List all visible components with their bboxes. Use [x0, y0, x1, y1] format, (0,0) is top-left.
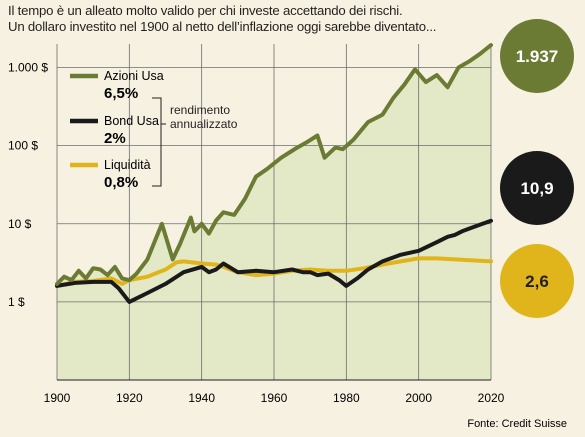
source-note: Fonte: Credit Suisse	[467, 418, 567, 430]
legend-item-bond: Bond Usa 2%	[70, 114, 159, 147]
y-axis-ticks: 1 $ 10 $ 100 $ 1.000 $	[8, 61, 48, 309]
series-lines	[55, 43, 493, 304]
legend-label-liquidita: Liquidità	[104, 158, 151, 172]
legend-rate-bond: 2%	[104, 130, 126, 147]
legend-bracket	[152, 97, 166, 187]
chart-subtitle: Un dollaro investito nel 1900 al netto d…	[8, 19, 437, 34]
legend-item-azioni: Azioni Usa 6,5%	[70, 69, 164, 102]
final-value-bubble-liquidita	[500, 244, 574, 318]
legend-note-box: rendimento annualizzato	[170, 103, 238, 131]
final-value-bubble-azioni	[500, 19, 574, 93]
x-tick-label: 1960	[261, 391, 288, 405]
final-value-azioni: 1.937	[516, 47, 559, 66]
y-tick-label: 1.000 $	[8, 61, 48, 75]
legend-label-azioni: Azioni Usa	[104, 69, 164, 83]
final-value-liquidita: 2,6	[525, 272, 549, 291]
final-value-bubbles: 1.937 10,9 2,6	[500, 19, 574, 318]
legend: Azioni Usa 6,5% Bond Usa 2% Liquidità 0,…	[70, 69, 238, 191]
grid-lines	[56, 44, 492, 381]
legend-note: rendimento annualizzato	[170, 103, 238, 131]
legend-rate-azioni: 6,5%	[104, 85, 138, 102]
chart-title-block: Il tempo è un alleato molto valido per c…	[8, 3, 478, 35]
final-value-bubble-bond	[500, 151, 574, 225]
y-tick-label: 10 $	[8, 217, 32, 231]
final-value-bond: 10,9	[520, 179, 553, 198]
legend-label-bond: Bond Usa	[104, 114, 159, 128]
chart-title: Il tempo è un alleato molto valido per c…	[8, 3, 403, 18]
series-line-liquidita	[55, 256, 493, 288]
x-tick-label: 2020	[478, 391, 505, 405]
series-line-bond	[55, 218, 493, 304]
x-tick-label: 2000	[405, 391, 432, 405]
x-tick-label: 1940	[188, 391, 215, 405]
series-line-azioni	[55, 43, 493, 286]
x-tick-label: 1900	[44, 391, 71, 405]
x-tick-label: 1920	[116, 391, 143, 405]
x-tick-label: 1980	[333, 391, 360, 405]
y-tick-label: 100 $	[8, 139, 38, 153]
legend-rate-liquidita: 0,8%	[104, 174, 138, 191]
y-tick-label: 1 $	[8, 295, 25, 309]
x-axis-ticks: 1900 1920 1940 1960 1980 2000 2020	[44, 391, 505, 405]
legend-item-liquidita: Liquidità 0,8%	[70, 158, 151, 191]
